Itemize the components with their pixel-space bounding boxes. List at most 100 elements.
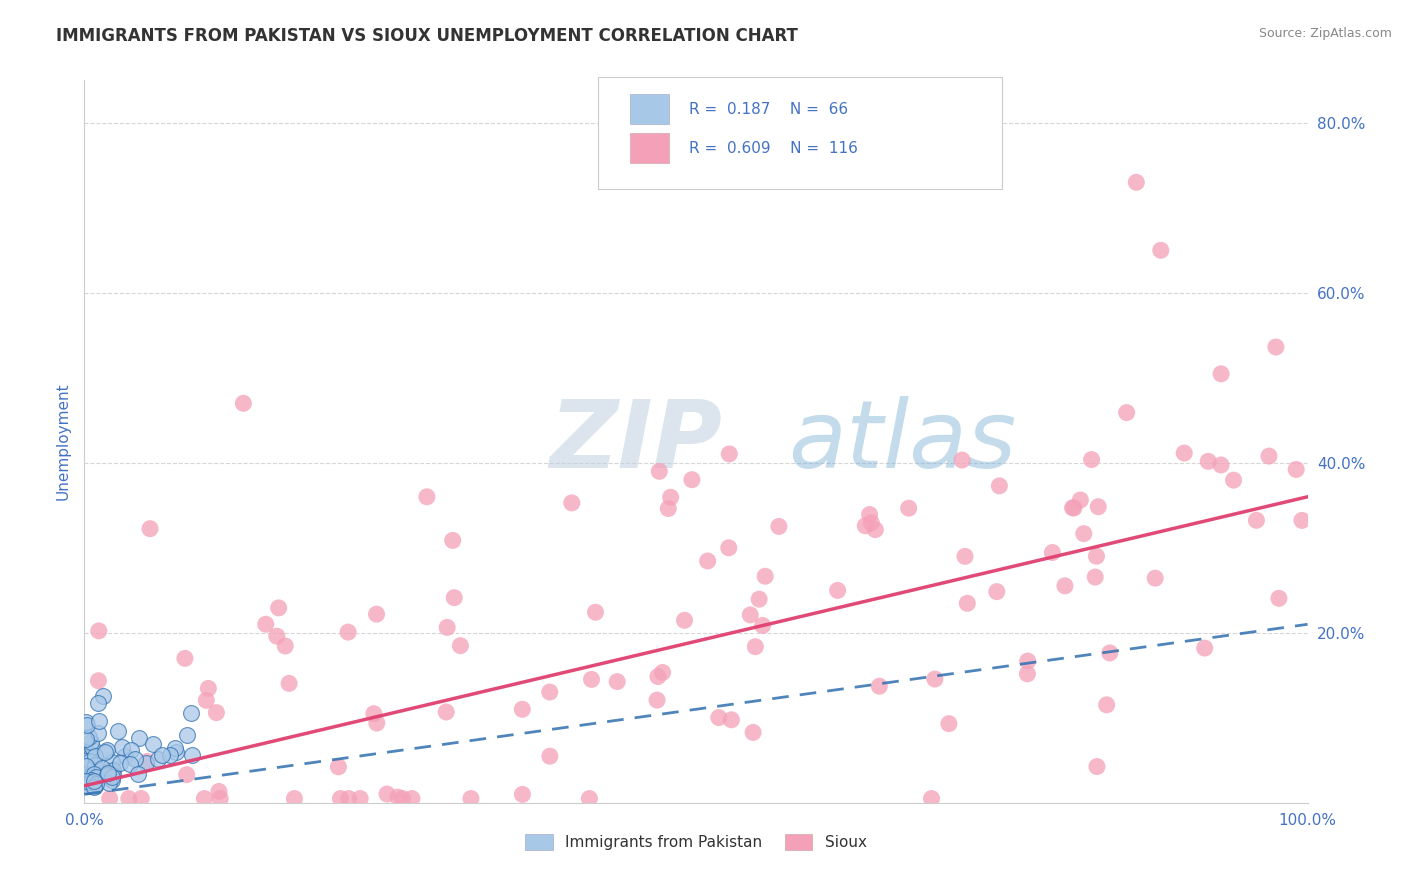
- Sioux: [1194, 641, 1216, 656]
- Sioux: [744, 640, 766, 654]
- Immigrants from Pakistan: [150, 748, 173, 763]
- Sioux: [865, 523, 887, 537]
- Sioux: [174, 651, 197, 665]
- Text: Source: ZipAtlas.com: Source: ZipAtlas.com: [1258, 27, 1392, 40]
- Immigrants from Pakistan: [97, 776, 120, 790]
- Sioux: [1264, 340, 1286, 354]
- Sioux: [208, 784, 231, 798]
- Sioux: [416, 490, 439, 504]
- Sioux: [585, 605, 607, 619]
- Sioux: [209, 791, 232, 805]
- Immigrants from Pakistan: [83, 773, 105, 788]
- Immigrants from Pakistan: [108, 756, 131, 770]
- Sioux: [139, 522, 162, 536]
- Sioux: [176, 767, 198, 781]
- Immigrants from Pakistan: [80, 740, 103, 755]
- Immigrants from Pakistan: [96, 768, 118, 782]
- Sioux: [720, 713, 742, 727]
- Immigrants from Pakistan: [75, 773, 97, 788]
- Sioux: [283, 791, 305, 805]
- Sioux: [606, 674, 628, 689]
- Sioux: [267, 601, 290, 615]
- Immigrants from Pakistan: [76, 718, 98, 732]
- Sioux: [1017, 666, 1039, 681]
- Sioux: [718, 447, 741, 461]
- Immigrants from Pakistan: [101, 764, 124, 779]
- Sioux: [751, 618, 773, 632]
- Immigrants from Pakistan: [75, 759, 97, 773]
- Sioux: [538, 749, 561, 764]
- Immigrants from Pakistan: [180, 706, 202, 721]
- Sioux: [1197, 454, 1219, 468]
- Immigrants from Pakistan: [84, 770, 107, 784]
- Immigrants from Pakistan: [146, 752, 169, 766]
- Immigrants from Pakistan: [101, 772, 124, 787]
- Sioux: [1073, 526, 1095, 541]
- Sioux: [1115, 406, 1137, 420]
- Immigrants from Pakistan: [80, 775, 103, 789]
- Text: atlas: atlas: [787, 396, 1017, 487]
- Sioux: [401, 791, 423, 805]
- Immigrants from Pakistan: [79, 747, 101, 761]
- Sioux: [938, 716, 960, 731]
- Sioux: [366, 607, 388, 621]
- Immigrants from Pakistan: [77, 730, 100, 744]
- Immigrants from Pakistan: [77, 779, 100, 793]
- Sioux: [648, 464, 671, 478]
- Sioux: [707, 711, 730, 725]
- Sioux: [950, 453, 973, 467]
- Sioux: [1173, 446, 1195, 460]
- Sioux: [436, 620, 458, 634]
- Sioux: [742, 725, 765, 739]
- Sioux: [510, 702, 533, 716]
- Sioux: [1150, 244, 1173, 258]
- FancyBboxPatch shape: [630, 95, 669, 124]
- Sioux: [754, 569, 776, 583]
- Immigrants from Pakistan: [83, 758, 105, 772]
- Sioux: [1209, 458, 1232, 472]
- Immigrants from Pakistan: [80, 778, 103, 792]
- Sioux: [329, 791, 352, 805]
- Immigrants from Pakistan: [83, 767, 105, 781]
- Sioux: [853, 518, 876, 533]
- Immigrants from Pakistan: [75, 732, 97, 747]
- Immigrants from Pakistan: [75, 715, 97, 730]
- Immigrants from Pakistan: [101, 768, 124, 782]
- Sioux: [337, 625, 360, 640]
- Sioux: [860, 516, 883, 530]
- Sioux: [986, 584, 1008, 599]
- Immigrants from Pakistan: [176, 728, 198, 742]
- FancyBboxPatch shape: [630, 134, 669, 162]
- Sioux: [387, 790, 409, 805]
- Sioux: [449, 639, 471, 653]
- Sioux: [363, 706, 385, 721]
- Immigrants from Pakistan: [79, 735, 101, 749]
- Immigrants from Pakistan: [79, 773, 101, 788]
- Sioux: [1042, 545, 1064, 559]
- Sioux: [681, 473, 703, 487]
- Y-axis label: Unemployment: Unemployment: [55, 383, 70, 500]
- Sioux: [988, 479, 1011, 493]
- Sioux: [1095, 698, 1118, 712]
- Text: R =  0.187    N =  66: R = 0.187 N = 66: [689, 102, 848, 117]
- Immigrants from Pakistan: [87, 768, 110, 782]
- FancyBboxPatch shape: [598, 77, 1002, 189]
- Immigrants from Pakistan: [96, 743, 118, 757]
- Sioux: [1285, 462, 1308, 476]
- Sioux: [118, 791, 141, 805]
- Sioux: [921, 791, 943, 805]
- Sioux: [1084, 570, 1107, 584]
- Sioux: [748, 592, 770, 607]
- Sioux: [1053, 579, 1076, 593]
- Sioux: [868, 679, 890, 693]
- Immigrants from Pakistan: [128, 731, 150, 745]
- Immigrants from Pakistan: [90, 766, 112, 780]
- Sioux: [1017, 654, 1039, 668]
- Sioux: [1268, 591, 1291, 606]
- Sioux: [98, 791, 121, 805]
- Sioux: [274, 639, 297, 653]
- Immigrants from Pakistan: [87, 726, 110, 740]
- Sioux: [391, 791, 413, 805]
- Sioux: [561, 496, 583, 510]
- Sioux: [443, 591, 465, 605]
